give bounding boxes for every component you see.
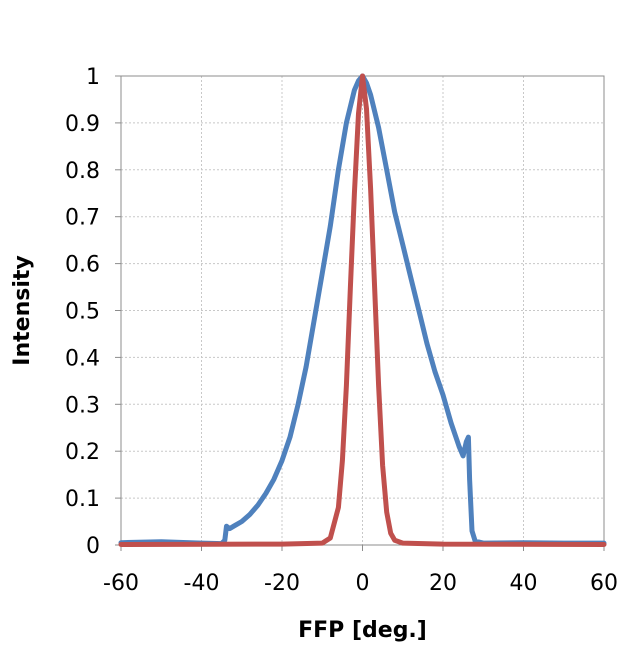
- x-tick-labels: -60 -40 -20 0 20 40 60: [103, 571, 618, 596]
- x-tick-label: 40: [510, 571, 538, 596]
- y-tick-label: 0: [86, 534, 100, 559]
- x-tick-label: 20: [429, 571, 457, 596]
- y-axis-title: Intensity: [10, 255, 35, 365]
- axes: [115, 75, 605, 551]
- y-tick-label: 0.9: [65, 112, 100, 137]
- y-tick-label: 0.3: [65, 393, 100, 418]
- grid: [121, 76, 604, 545]
- y-tick-labels: 0 0.1 0.2 0.3 0.4 0.5 0.6 0.7 0.8 0.9 1: [65, 65, 100, 559]
- y-tick-label: 1: [86, 65, 100, 90]
- y-tick-label: 0.8: [65, 159, 100, 184]
- y-tick-label: 0.7: [65, 206, 100, 231]
- y-tick-label: 0.5: [65, 300, 100, 325]
- x-tick-label: 60: [590, 571, 618, 596]
- y-tick-label: 0.2: [65, 440, 100, 465]
- x-axis-title: FFP [deg.]: [298, 618, 427, 643]
- x-tick-label: -60: [103, 571, 139, 596]
- series-layer: [118, 73, 607, 547]
- x-tick-label: -40: [184, 571, 220, 596]
- y-tick-label: 0.4: [65, 346, 100, 371]
- y-tick-label: 0.1: [65, 487, 100, 512]
- series-line-2: [118, 73, 607, 547]
- y-tick-label: 0.6: [65, 253, 100, 278]
- x-tick-label: -20: [264, 571, 300, 596]
- x-tick-label: 0: [356, 571, 370, 596]
